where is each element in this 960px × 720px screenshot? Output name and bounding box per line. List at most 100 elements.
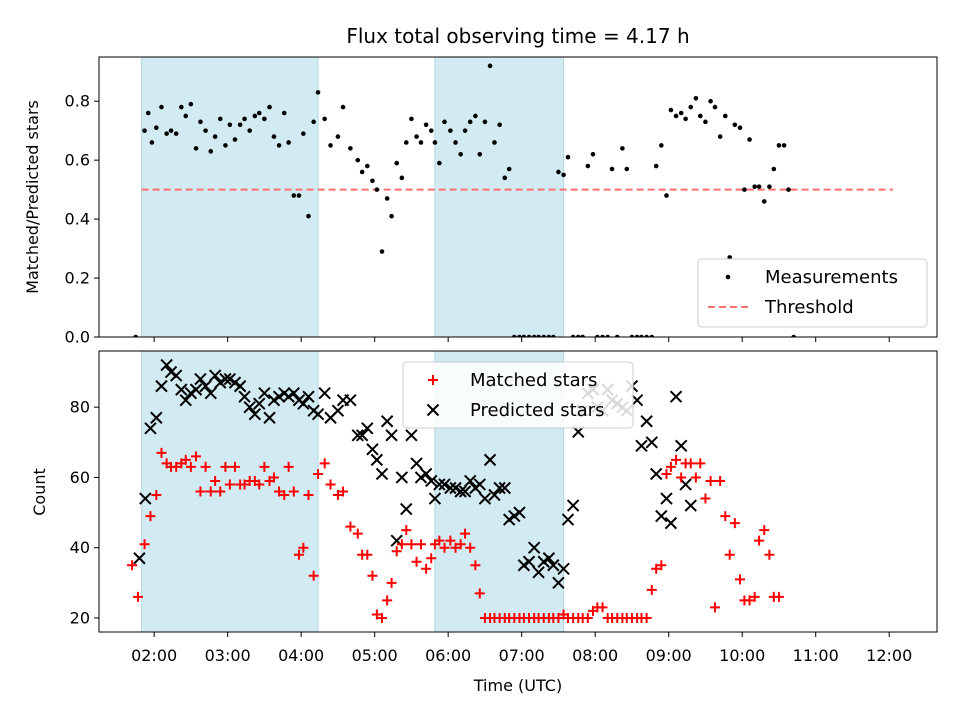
predicted-point xyxy=(318,386,331,400)
matched-point xyxy=(455,539,466,550)
predicted-point xyxy=(253,397,266,410)
predicted-point xyxy=(425,474,438,488)
measurement-point xyxy=(237,122,243,128)
matched-point xyxy=(720,511,731,522)
measurement-point xyxy=(142,128,147,133)
measurement-point xyxy=(526,334,532,337)
measurement-point xyxy=(506,166,512,172)
measurement-point xyxy=(712,104,718,110)
y-axis-label-ratio: Matched/Predicted stars xyxy=(23,100,42,294)
predicted-point xyxy=(473,478,486,491)
matched-point xyxy=(371,609,382,620)
y-tick-label: 60 xyxy=(70,468,90,487)
measurement-point xyxy=(256,110,262,116)
measurement-point xyxy=(688,104,694,110)
predicted-point xyxy=(410,457,423,470)
predicted-point xyxy=(552,576,565,590)
x-tick-label: 04:00 xyxy=(278,646,324,665)
matched-point xyxy=(382,595,393,606)
measurement-point xyxy=(781,143,787,148)
matched-point xyxy=(132,591,143,602)
matched-point xyxy=(582,612,593,623)
matched-point xyxy=(145,511,156,522)
measurement-point xyxy=(370,178,375,184)
measurement-point xyxy=(590,151,596,157)
measurement-point xyxy=(737,125,743,131)
measurement-point xyxy=(546,334,552,337)
predicted-point xyxy=(660,492,673,505)
measurement-point xyxy=(432,140,438,145)
predicted-point xyxy=(527,541,541,554)
predicted-point xyxy=(532,566,545,579)
predicted-point xyxy=(375,467,389,481)
matched-point xyxy=(685,458,696,469)
measurement-point xyxy=(173,131,179,136)
matched-point xyxy=(695,458,706,469)
matched-point xyxy=(345,521,356,532)
matched-point xyxy=(180,454,191,465)
predicted-point xyxy=(258,386,271,400)
legend-label-threshold: Threshold xyxy=(764,297,854,318)
matched-point xyxy=(460,528,471,539)
predicted-point xyxy=(433,478,446,491)
measurement-point xyxy=(322,116,327,122)
measurement-point xyxy=(306,213,311,219)
measurement-point xyxy=(453,140,458,145)
measurement-point xyxy=(179,104,184,110)
matched-point xyxy=(553,612,564,623)
observing-span xyxy=(434,57,565,337)
measurement-point xyxy=(482,119,488,125)
measurement-point xyxy=(639,334,644,337)
matched-point xyxy=(224,479,235,490)
measurement-point xyxy=(668,107,674,113)
measurement-point xyxy=(561,172,566,178)
y-tick-label: 20 xyxy=(70,608,90,627)
matched-point xyxy=(705,475,716,486)
matched-point xyxy=(406,539,417,550)
count-panel: 20 40 60 80 02:00 03:00 04:00 05:00 06:00 07:00 08… xyxy=(70,350,938,665)
matched-point xyxy=(445,535,456,546)
predicted-point xyxy=(361,422,374,435)
measurement-point xyxy=(428,128,434,133)
measurement-point xyxy=(752,184,757,189)
matched-point xyxy=(298,542,309,553)
measurement-point xyxy=(458,151,463,157)
matched-point xyxy=(415,539,426,550)
measurement-point xyxy=(708,98,713,104)
measurement-point xyxy=(570,334,576,337)
matched-point xyxy=(191,451,202,462)
x-tick-label: 06:00 xyxy=(425,646,471,665)
measurement-point xyxy=(164,131,169,136)
measurement-point xyxy=(403,140,409,145)
y-tick-label: 80 xyxy=(70,398,90,417)
matched-point xyxy=(268,472,279,483)
predicted-point xyxy=(649,467,663,481)
measurement-point xyxy=(664,193,669,198)
predicted-point xyxy=(684,499,697,512)
matched-point xyxy=(319,458,330,469)
measurement-point xyxy=(271,134,277,139)
measurement-point xyxy=(722,113,728,119)
predicted-point xyxy=(366,443,379,456)
predicted-point xyxy=(344,393,357,407)
matched-point xyxy=(671,454,682,465)
y-tick-label: 0.8 xyxy=(65,92,90,111)
matched-point xyxy=(151,490,162,501)
measurement-point xyxy=(359,169,365,175)
predicted-point xyxy=(238,390,251,403)
measurement-point xyxy=(659,143,664,148)
measurement-point xyxy=(487,63,493,69)
matched-point xyxy=(283,461,294,472)
measurement-point xyxy=(252,113,258,119)
matched-point xyxy=(710,602,721,613)
legend-marker-matched xyxy=(428,375,438,385)
predicted-point xyxy=(640,415,653,428)
measurement-point xyxy=(683,116,688,122)
measurement-point xyxy=(409,116,414,122)
matched-point xyxy=(215,486,226,497)
measurement-point xyxy=(183,113,189,119)
measurement-point xyxy=(399,175,405,181)
predicted-point xyxy=(169,369,183,382)
predicted-point xyxy=(405,429,418,442)
matched-point xyxy=(749,591,760,602)
